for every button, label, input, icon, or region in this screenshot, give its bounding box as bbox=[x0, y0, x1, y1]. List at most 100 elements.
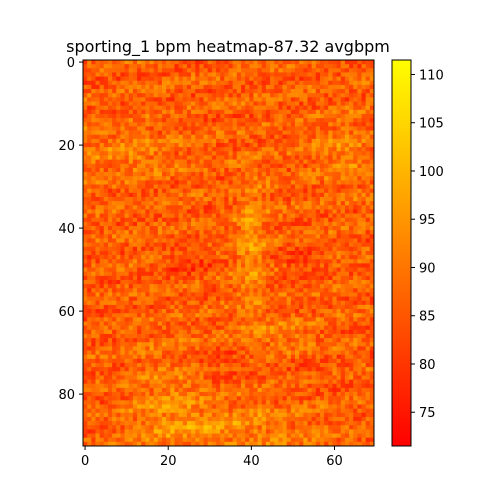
heatmap-cell bbox=[95, 138, 100, 144]
heatmap-cell bbox=[340, 226, 346, 231]
heatmap-cell bbox=[170, 313, 175, 318]
heatmap-cell bbox=[357, 192, 362, 198]
heatmap-cell bbox=[166, 279, 171, 285]
heatmap-cell bbox=[228, 255, 234, 260]
heatmap-cell bbox=[328, 113, 333, 119]
heatmap-cell bbox=[203, 350, 209, 356]
heatmap-cell bbox=[137, 172, 142, 177]
heatmap-cell bbox=[361, 313, 367, 318]
heatmap-cell bbox=[124, 176, 130, 181]
heatmap-cell bbox=[270, 350, 275, 356]
heatmap-cell bbox=[311, 333, 317, 339]
heatmap-cell bbox=[182, 350, 188, 356]
heatmap-cell bbox=[228, 246, 234, 252]
heatmap-cell bbox=[112, 238, 117, 243]
heatmap-cell bbox=[265, 309, 271, 314]
heatmap-cell bbox=[216, 263, 221, 268]
heatmap-cell bbox=[253, 151, 258, 156]
heatmap-cell bbox=[157, 288, 163, 293]
heatmap-cell bbox=[137, 217, 142, 223]
heatmap-cell bbox=[240, 238, 246, 243]
heatmap-cell bbox=[270, 201, 275, 206]
heatmap-cell bbox=[161, 296, 167, 302]
heatmap-cell bbox=[282, 313, 288, 318]
heatmap-cell bbox=[336, 188, 342, 194]
heatmap-cell bbox=[282, 242, 288, 248]
heatmap-cell bbox=[270, 93, 275, 98]
heatmap-cell bbox=[178, 284, 184, 289]
heatmap-cell bbox=[137, 333, 142, 339]
heatmap-cell bbox=[274, 180, 279, 185]
heatmap-cell bbox=[240, 255, 246, 260]
heatmap-cell bbox=[295, 279, 300, 285]
heatmap-cell bbox=[265, 105, 271, 111]
heatmap-cell bbox=[249, 151, 254, 156]
heatmap-cell bbox=[186, 113, 192, 119]
heatmap-cell bbox=[265, 101, 271, 107]
heatmap-cell bbox=[91, 205, 96, 210]
heatmap-cell bbox=[216, 325, 221, 331]
heatmap-cell bbox=[232, 226, 238, 231]
heatmap-cell bbox=[141, 271, 146, 277]
heatmap-cell bbox=[261, 68, 267, 73]
heatmap-cell bbox=[245, 209, 250, 214]
heatmap-cell bbox=[340, 159, 346, 165]
heatmap-cell bbox=[116, 180, 121, 185]
heatmap-cell bbox=[274, 226, 279, 231]
heatmap-cell bbox=[253, 275, 258, 281]
heatmap-cell bbox=[361, 143, 367, 148]
heatmap-cell bbox=[311, 134, 317, 140]
heatmap-cell bbox=[299, 329, 304, 335]
heatmap-cell bbox=[311, 279, 317, 285]
heatmap-cell bbox=[149, 105, 155, 111]
heatmap-cell bbox=[261, 242, 267, 248]
heatmap-cell bbox=[145, 263, 150, 268]
heatmap-cell bbox=[261, 292, 267, 297]
heatmap-cell bbox=[191, 155, 196, 160]
heatmap-cell bbox=[132, 176, 138, 181]
heatmap-cell bbox=[95, 101, 100, 107]
heatmap-cell bbox=[232, 300, 238, 306]
heatmap-cell bbox=[365, 76, 371, 82]
heatmap-cell bbox=[132, 151, 138, 156]
heatmap-cell bbox=[103, 60, 109, 65]
heatmap-cell bbox=[361, 309, 367, 314]
heatmap-cell bbox=[87, 234, 92, 239]
heatmap-cell bbox=[324, 267, 329, 273]
heatmap-cell bbox=[357, 329, 362, 335]
heatmap-cell bbox=[307, 172, 312, 177]
heatmap-cell bbox=[195, 118, 200, 123]
heatmap-cell bbox=[340, 147, 346, 152]
heatmap-cell bbox=[149, 196, 155, 202]
heatmap-cell bbox=[319, 226, 325, 231]
heatmap-cell bbox=[207, 201, 213, 206]
heatmap-cell bbox=[211, 304, 217, 310]
heatmap-cell bbox=[112, 275, 117, 281]
heatmap-cell bbox=[295, 167, 300, 173]
heatmap-cell bbox=[257, 72, 263, 77]
heatmap-cell bbox=[91, 60, 96, 65]
heatmap-cell bbox=[120, 255, 125, 260]
heatmap-cell bbox=[186, 172, 192, 177]
heatmap-cell bbox=[186, 284, 192, 289]
heatmap-cell bbox=[290, 234, 296, 239]
heatmap-cell bbox=[253, 172, 258, 177]
heatmap-cell bbox=[124, 192, 130, 198]
heatmap-cell bbox=[319, 180, 325, 185]
heatmap-cell bbox=[132, 238, 138, 243]
heatmap-cell bbox=[182, 238, 188, 243]
heatmap-cell bbox=[236, 180, 242, 185]
heatmap-cell bbox=[299, 159, 304, 165]
heatmap-cell bbox=[116, 342, 121, 347]
heatmap-cell bbox=[361, 155, 367, 160]
heatmap-cell bbox=[270, 60, 275, 65]
heatmap-cell bbox=[369, 151, 375, 156]
heatmap-cell bbox=[240, 184, 246, 190]
heatmap-cell bbox=[87, 354, 92, 360]
heatmap-cell bbox=[128, 84, 134, 90]
heatmap-cell bbox=[153, 325, 159, 331]
heatmap-cell bbox=[91, 333, 96, 339]
heatmap-cell bbox=[211, 126, 217, 131]
heatmap-cell bbox=[261, 105, 267, 111]
heatmap-cell bbox=[236, 350, 242, 356]
